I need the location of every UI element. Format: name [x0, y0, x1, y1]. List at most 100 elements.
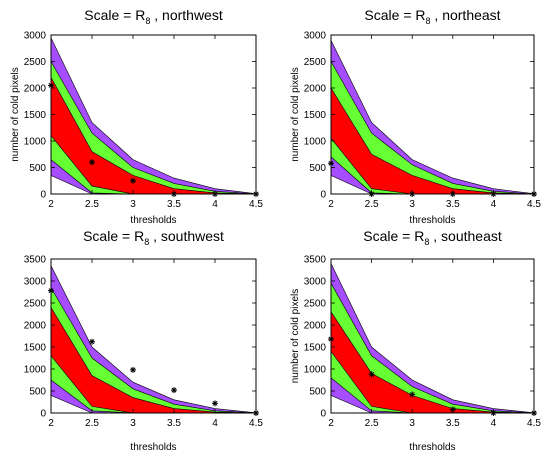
x-tick-label: 2 [48, 418, 54, 429]
y-tick-label: 3000 [24, 31, 47, 42]
marker-stroke [450, 191, 456, 197]
y-tick-label: 1500 [304, 343, 327, 354]
data-marker [89, 338, 95, 345]
marker-stroke [89, 159, 95, 165]
data-marker [409, 391, 416, 398]
y-tick-label: 3000 [304, 31, 327, 42]
y-tick-label: 3500 [304, 255, 327, 266]
x-tick-label: 3.5 [167, 199, 181, 210]
y-tick-label: 3500 [24, 255, 47, 266]
data-marker [490, 191, 497, 197]
y-tick-label: 2000 [24, 84, 47, 95]
data-marker [48, 287, 54, 294]
y-tick-label: 1000 [304, 365, 327, 376]
marker-stroke [369, 371, 375, 377]
title-prefix: Scale = R [83, 228, 144, 244]
x-tick-label: 4 [491, 199, 497, 210]
marker-stroke [490, 191, 496, 197]
marker-stroke [328, 160, 334, 166]
chart-title: Scale = R8 , southeast [363, 228, 502, 247]
data-marker [48, 82, 54, 89]
y-tick-label: 2500 [304, 299, 327, 310]
data-marker [130, 366, 136, 373]
marker-stroke [531, 410, 537, 416]
chart-panel-1: 2 2.5 3 3.5 4 4.5 0 500 1000 1500 2000 2500 3000 Scal… [10, 7, 263, 226]
y-tick-label: 2000 [304, 84, 327, 95]
chart-panel-2: 2 2.5 3 3.5 4 4.5 0 500 1000 1500 2000 2500 3000 Scal… [290, 7, 541, 226]
marker-stroke [253, 410, 259, 416]
title-subscript: 8 [145, 16, 150, 26]
marker-stroke [48, 82, 54, 88]
data-marker [171, 387, 177, 394]
marker-stroke [212, 400, 218, 406]
chart-title: Scale = R8 , northeast [364, 7, 500, 26]
x-tick-label: 3 [409, 199, 415, 210]
y-axis-label: number of cold pixels [10, 67, 21, 162]
y-tick-label: 1000 [24, 365, 47, 376]
y-tick-label: 3000 [24, 277, 47, 288]
y-axis-label: number of cold pixels [290, 67, 301, 162]
x-tick-label: 3.5 [446, 418, 460, 429]
title-subscript: 8 [426, 16, 431, 26]
marker-stroke [531, 191, 537, 197]
title-prefix: Scale = R [84, 7, 145, 23]
x-tick-label: 2.5 [365, 199, 379, 210]
marker-stroke [171, 387, 177, 393]
marker-stroke [171, 191, 177, 197]
data-marker [368, 191, 375, 197]
marker-stroke [212, 191, 218, 197]
y-tick-label: 1500 [24, 343, 47, 354]
y-tick-label: 500 [309, 163, 326, 174]
marker-stroke [369, 191, 375, 197]
x-tick-label: 3.5 [446, 199, 460, 210]
x-tick-label: 2.5 [85, 199, 99, 210]
data-marker [409, 191, 416, 197]
y-tick-label: 500 [309, 387, 326, 398]
y-tick-label: 500 [29, 163, 46, 174]
y-tick-label: 1500 [24, 110, 47, 121]
data-marker [328, 160, 334, 167]
y-tick-label: 3000 [304, 277, 327, 288]
data-marker [449, 191, 456, 197]
x-tick-label: 2 [328, 418, 334, 429]
x-tick-label: 2 [48, 199, 54, 210]
data-marker [531, 410, 537, 416]
marker-stroke [409, 191, 415, 197]
data-marker [212, 400, 218, 407]
x-tick-label: 2 [328, 199, 334, 210]
x-axis-label: thresholds [130, 442, 176, 453]
x-tick-label: 4.5 [527, 199, 541, 210]
x-tick-label: 2.5 [365, 418, 379, 429]
marker-stroke [328, 336, 334, 342]
y-tick-label: 1500 [304, 110, 327, 121]
data-marker [531, 191, 537, 197]
y-tick-label: 0 [40, 190, 46, 201]
x-tick-label: 3 [130, 199, 136, 210]
y-tick-label: 0 [320, 190, 326, 201]
title-subscript: 8 [424, 237, 429, 247]
x-tick-label: 4.5 [249, 418, 263, 429]
marker-stroke [450, 407, 456, 412]
chart-title: Scale = R8 , northwest [84, 7, 223, 26]
chart-panel-4: 2 2.5 3 3.5 4 4.5 0 500 1000 1500 2000 2500 3000 3500… [290, 228, 541, 453]
title-suffix: , southeast [429, 228, 501, 244]
marker-stroke [89, 339, 95, 345]
title-suffix: , southwest [149, 228, 224, 244]
y-tick-label: 1000 [24, 137, 47, 148]
data-marker [328, 336, 334, 343]
y-tick-label: 2000 [24, 321, 47, 332]
y-tick-label: 0 [40, 409, 46, 420]
title-subscript: 8 [144, 237, 149, 247]
title-suffix: , northeast [431, 7, 501, 23]
data-marker [212, 191, 218, 197]
y-tick-label: 1000 [304, 137, 327, 148]
y-tick-label: 2000 [304, 321, 327, 332]
data-marker [253, 410, 259, 416]
x-axis-label: thresholds [130, 215, 176, 226]
x-tick-label: 4 [491, 418, 497, 429]
axes-frame [330, 258, 535, 414]
x-axis-label: thresholds [409, 442, 455, 453]
axes-frame [50, 258, 257, 414]
y-tick-label: 2500 [24, 299, 47, 310]
